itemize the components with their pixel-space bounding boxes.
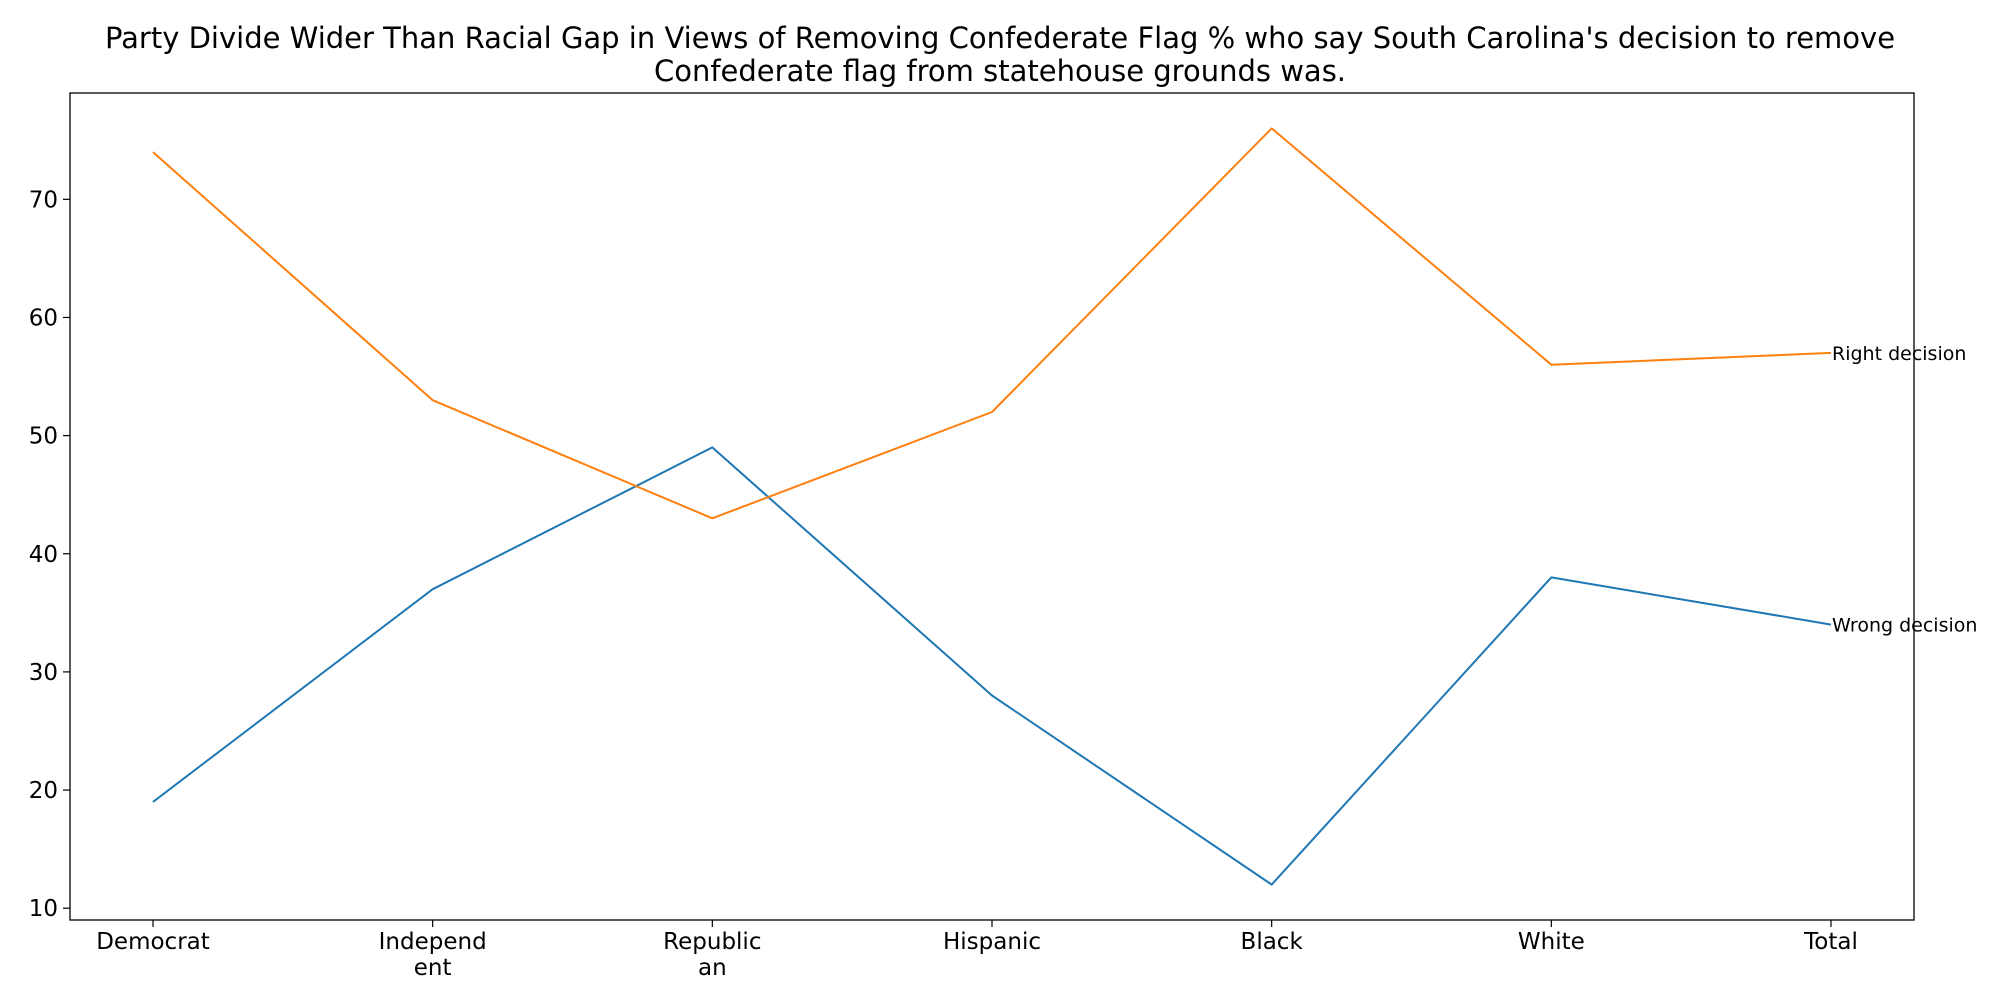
x-tick-label: Black [1241,929,1304,955]
x-tick-label: Independ ent [379,929,487,981]
x-tick-label: Democrat [96,929,210,955]
plot-frame [69,92,1915,921]
chart-title: Party Divide Wider Than Racial Gap in Vi… [104,21,1896,88]
x-tick-label: Hispanic [943,929,1041,955]
y-axis: 10 20 30 40 50 60 70 [29,187,70,922]
y-tick-label: 30 [29,660,58,686]
series-label-right-decision: Right decision [1832,343,1966,365]
y-tick-label: 70 [29,187,58,213]
y-tick-label: 10 [29,896,58,922]
x-tick-label: White [1518,929,1585,955]
series-line-wrong-decision [152,446,1832,886]
y-tick-label: 60 [29,305,58,331]
series-line-right-decision [152,127,1832,520]
y-tick-label: 50 [29,424,58,450]
series-label-wrong-decision: Wrong decision [1832,615,1977,637]
y-tick-label: 40 [29,542,58,568]
plot-area [152,127,1832,886]
x-axis: Democrat Independ ent Republic an Hispanic Bla… [96,920,1858,981]
x-tick-label: Republic an [663,929,761,981]
y-tick-label: 20 [29,778,58,804]
series-labels: Wrong decision Right decision [1832,343,1977,637]
x-tick-label: Total [1803,929,1858,955]
